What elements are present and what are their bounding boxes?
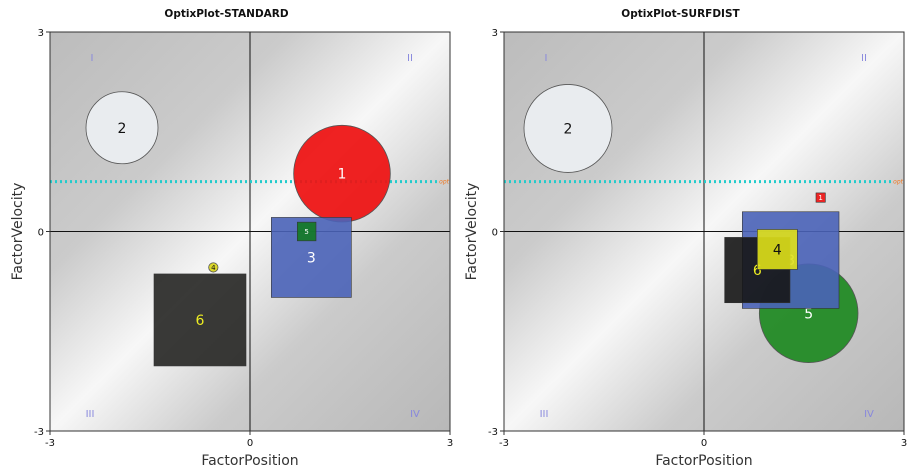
bubble-5 bbox=[297, 221, 317, 242]
quadrant-label: IV bbox=[864, 409, 874, 420]
bubble-label-4: 4 bbox=[211, 264, 216, 272]
x-tick-label: 0 bbox=[701, 438, 707, 449]
bubble-2 bbox=[85, 91, 159, 165]
reference-line-label: opt bbox=[893, 179, 903, 186]
y-tick-label: 3 bbox=[38, 28, 44, 39]
chart-panel-standard: OptixPlot-STANDARD I II III IV opt 1 2 3 4 5 6 3 0 -3… bbox=[0, 0, 453, 476]
chart-title: OptixPlot-STANDARD bbox=[164, 8, 289, 20]
bubble-label-2: 2 bbox=[564, 121, 573, 137]
y-tick-label: -3 bbox=[488, 427, 498, 438]
quadrant-label: IV bbox=[410, 409, 420, 420]
bubble-label-3: 3 bbox=[307, 250, 316, 266]
bubble-1 bbox=[815, 192, 826, 203]
quadrant-label: III bbox=[540, 409, 549, 420]
bubble-label-5: 5 bbox=[804, 306, 813, 322]
y-tick-label: 0 bbox=[38, 228, 44, 239]
x-axis-label: FactorPosition bbox=[655, 453, 752, 469]
x-tick-label: 3 bbox=[447, 438, 453, 449]
bubble-label-4: 4 bbox=[773, 242, 782, 258]
chart-svg: IIIIIIIVopt21536430-3-303FactorPositionF… bbox=[464, 28, 907, 469]
bubble-label-5: 5 bbox=[304, 228, 308, 236]
bubble-label-1: 1 bbox=[338, 167, 347, 183]
bubble-label-6: 6 bbox=[196, 313, 205, 329]
y-axis-label: FactorVelocity bbox=[10, 183, 26, 281]
bubble-label-2: 2 bbox=[118, 121, 127, 137]
bubble-6 bbox=[153, 273, 247, 367]
bubble-label-6: 6 bbox=[753, 263, 762, 279]
bubble-4 bbox=[208, 262, 219, 273]
chart-panel-surfdist: OptixPlot-SURFDIST IIIIIIIVopt21536430-3… bbox=[454, 0, 907, 476]
bubble-label-1: 1 bbox=[818, 194, 822, 202]
y-tick-label: -3 bbox=[34, 427, 44, 438]
chart-title: OptixPlot-SURFDIST bbox=[621, 8, 740, 20]
reference-line-label: opt bbox=[439, 179, 449, 186]
x-tick-label: -3 bbox=[45, 438, 55, 449]
y-axis-label: FactorVelocity bbox=[464, 183, 480, 281]
quadrant-label: I bbox=[545, 53, 548, 64]
x-axis-label: FactorPosition bbox=[201, 453, 298, 469]
x-tick-label: 0 bbox=[247, 438, 253, 449]
y-tick-label: 0 bbox=[492, 228, 498, 239]
quadrant-label: II bbox=[861, 53, 867, 64]
bubble-2 bbox=[523, 84, 613, 173]
quadrant-label: I bbox=[91, 53, 94, 64]
y-tick-label: 3 bbox=[492, 28, 498, 39]
quadrant-label: II bbox=[407, 53, 413, 64]
x-tick-label: -3 bbox=[499, 438, 509, 449]
quadrant-label: III bbox=[86, 409, 95, 420]
x-tick-label: 3 bbox=[901, 438, 907, 449]
bubble-4 bbox=[757, 229, 798, 270]
